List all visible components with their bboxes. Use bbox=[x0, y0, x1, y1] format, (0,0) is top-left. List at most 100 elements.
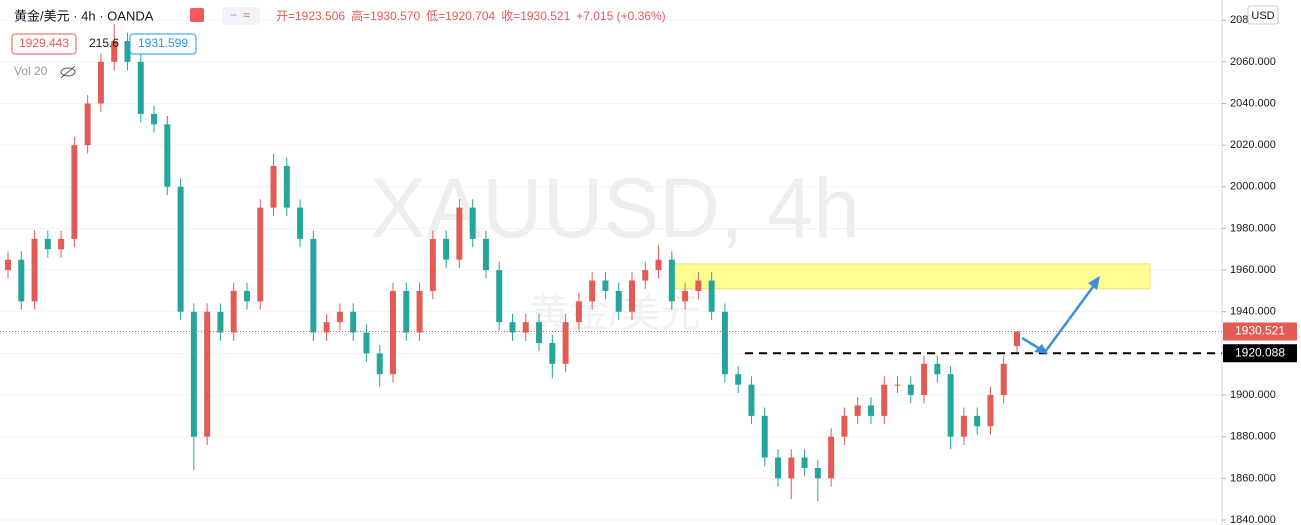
candle-body bbox=[482, 238, 489, 271]
candle-body bbox=[682, 290, 689, 302]
candle-body bbox=[748, 384, 755, 416]
volume-label: Vol 20 bbox=[14, 64, 48, 78]
last-price-label: 1930.521 bbox=[1235, 324, 1285, 338]
y-tick-label: 2060.000 bbox=[1230, 56, 1276, 68]
candle-body bbox=[376, 353, 383, 375]
candle-body bbox=[814, 467, 821, 479]
candle-body bbox=[894, 384, 901, 386]
candle-body bbox=[854, 405, 861, 416]
watermark: XAUUSD, 4h bbox=[370, 161, 860, 255]
candle-body bbox=[151, 113, 158, 125]
candle-body bbox=[204, 311, 211, 437]
candle-body bbox=[97, 61, 104, 104]
candle-body bbox=[655, 259, 662, 271]
candle-body bbox=[190, 311, 197, 437]
y-tick-label: 1880.000 bbox=[1230, 431, 1276, 443]
candle-body bbox=[642, 270, 649, 281]
candle-body bbox=[775, 457, 782, 479]
candle-body bbox=[350, 311, 357, 333]
candle-body bbox=[31, 238, 38, 302]
arrow-head bbox=[1034, 344, 1048, 354]
ohlc-item: 收=1930.521 bbox=[501, 9, 570, 23]
y-tick-label: 1860.000 bbox=[1230, 472, 1276, 484]
level-label: 1920.088 bbox=[1235, 345, 1285, 359]
candle-body bbox=[496, 270, 503, 323]
candle-body bbox=[44, 238, 51, 250]
candle-body bbox=[509, 322, 516, 333]
candle-body bbox=[628, 280, 635, 312]
y-tick-label: 1960.000 bbox=[1230, 264, 1276, 276]
candle-body bbox=[297, 207, 304, 239]
eye-icon[interactable] bbox=[60, 65, 76, 79]
ask: 1931.599 bbox=[138, 36, 188, 50]
flag-icon[interactable] bbox=[190, 8, 204, 22]
candle-body bbox=[761, 415, 768, 458]
y-tick-label: 1980.000 bbox=[1230, 222, 1276, 234]
grid bbox=[0, 19, 1222, 521]
candle-body bbox=[934, 363, 941, 375]
candle-body bbox=[84, 103, 91, 146]
candle-body bbox=[390, 290, 397, 375]
candle-body bbox=[124, 41, 131, 62]
candle-body bbox=[230, 290, 237, 333]
candle-body bbox=[907, 384, 914, 396]
candle-body bbox=[549, 342, 556, 364]
y-tick-label: 1940.000 bbox=[1230, 306, 1276, 318]
candle-body bbox=[881, 384, 888, 416]
candle-body bbox=[257, 207, 264, 302]
candle-body bbox=[841, 415, 848, 437]
candle-body bbox=[58, 238, 65, 250]
candle-body bbox=[310, 238, 317, 333]
icon: ≈ bbox=[243, 8, 250, 22]
candle-body bbox=[456, 207, 463, 260]
last-price-tag bbox=[1223, 322, 1297, 341]
candle-body bbox=[469, 207, 476, 239]
icon: − bbox=[230, 8, 237, 22]
candle-body bbox=[960, 415, 967, 437]
y-tick-label: 2000.000 bbox=[1230, 181, 1276, 193]
candle-body bbox=[788, 457, 795, 479]
candle-body bbox=[921, 363, 928, 396]
ask-box[interactable] bbox=[129, 33, 197, 55]
candle-body bbox=[416, 290, 423, 333]
level-tag bbox=[1223, 344, 1297, 363]
candle-body bbox=[536, 322, 543, 343]
currency: USD bbox=[1251, 10, 1274, 22]
currency-box[interactable] bbox=[1247, 5, 1279, 25]
candle-body bbox=[828, 436, 835, 479]
candle-body bbox=[243, 290, 250, 302]
candle-body bbox=[71, 145, 78, 239]
candle-body bbox=[1000, 363, 1007, 396]
candle-body bbox=[867, 405, 874, 416]
candle-body bbox=[403, 290, 410, 333]
ohlc-item: 低=1920.704 bbox=[426, 9, 495, 23]
candle-body bbox=[177, 186, 184, 312]
y-tick-label: 1840.000 bbox=[1230, 514, 1276, 525]
candle-body bbox=[111, 41, 118, 62]
candle-body bbox=[443, 238, 450, 260]
candle-body bbox=[217, 311, 224, 333]
plot bbox=[0, 24, 1222, 502]
ohlc-item: +7.015 (+0.36%) bbox=[576, 9, 665, 23]
candle-body bbox=[164, 124, 171, 187]
candle-body bbox=[947, 374, 954, 437]
candle-body bbox=[323, 322, 330, 333]
candle-body bbox=[721, 311, 728, 375]
symbol: 黄金/美元 · 4h · OANDA bbox=[14, 8, 154, 23]
spread: 215.6 bbox=[89, 36, 119, 50]
y-tick-label: 2020.000 bbox=[1230, 139, 1276, 151]
candle-body bbox=[708, 280, 715, 312]
candle-body bbox=[615, 290, 622, 312]
bid-box[interactable] bbox=[11, 33, 77, 55]
zone bbox=[671, 263, 1151, 290]
compare-button[interactable] bbox=[222, 7, 260, 25]
candle-body bbox=[363, 332, 370, 354]
candle-body bbox=[562, 322, 569, 364]
candle-body bbox=[735, 374, 742, 385]
candle-body bbox=[1014, 331, 1020, 347]
ohlc-header: 开=1923.506 高=1930.570 低=1920.704 收=1930.521… bbox=[276, 8, 666, 23]
candle-body bbox=[589, 280, 596, 302]
candle-body bbox=[283, 165, 290, 208]
